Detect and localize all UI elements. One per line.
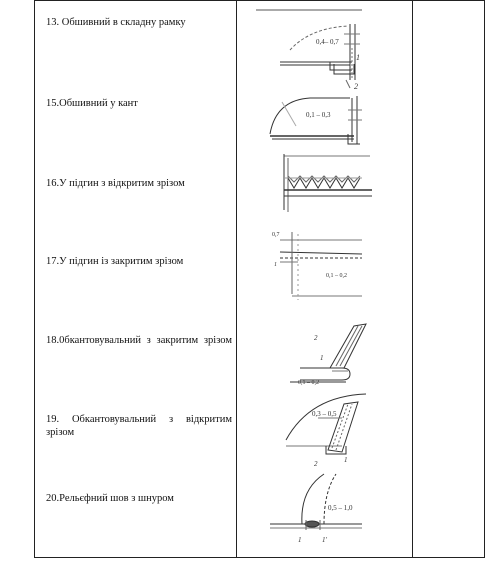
dim-text: 1 <box>344 456 348 464</box>
table-border-bottom <box>34 557 485 558</box>
seam-diagram-20: 0,5 – 1,0 1 1' <box>266 470 366 544</box>
column-divider-2 <box>412 0 413 558</box>
dim-text: 2 <box>314 334 318 342</box>
seam-label-16: 16.У підгин з відкритим зрізом <box>46 178 185 189</box>
table-border-right <box>484 0 485 558</box>
dim-text: 2 <box>314 460 318 468</box>
dim-text: 1 <box>298 536 302 544</box>
table-border-left <box>34 0 35 558</box>
dim-text: 0,1 – 0,2 <box>326 273 347 279</box>
table-border-top <box>34 0 485 1</box>
dim-text: 0,3 – 0,5 <box>312 410 337 418</box>
dim-text: 2 <box>354 82 358 91</box>
dim-text: 1 <box>274 262 277 268</box>
dim-text: 0,7 <box>272 232 280 238</box>
seam-diagram-17: 0,7 1 0,1 – 0,2 <box>272 232 370 306</box>
seam-label-15: 15.Обшивний у кант <box>46 98 138 109</box>
dim-text: 1 <box>356 53 360 62</box>
seam-label-19: 19. Обкантовувальний з відкритим зрізом <box>46 414 232 438</box>
seam-label-20: 20.Рельєфний шов з шнуром <box>46 493 174 504</box>
seam-diagram-16 <box>270 150 380 226</box>
column-divider-1 <box>236 0 237 558</box>
dim-text: 0,1 – 0,3 <box>306 111 331 119</box>
dim-text: 1' <box>322 536 328 544</box>
dim-text: 1 <box>320 354 324 362</box>
seam-diagram-13: 0,4– 0,7 1 2 <box>250 4 370 91</box>
seam-label-13: 13. Обшивний в складну рамку <box>46 17 186 28</box>
seam-diagram-18: 2 1 0,1 – 0,2 <box>280 318 376 386</box>
seam-diagram-19: 0,3 – 0,5 2 1 <box>280 390 376 468</box>
seam-label-17: 17.У підгин із закритим зрізом <box>46 256 184 267</box>
seam-label-18: 18.0бкантовувальний з закритим зрізом <box>46 335 232 346</box>
seam-diagram-15: 0,1 – 0,3 <box>262 92 372 150</box>
dim-text: 0,4– 0,7 <box>316 38 339 46</box>
dim-text: 0,1 – 0,2 <box>298 380 319 386</box>
dim-text: 0,5 – 1,0 <box>328 504 353 512</box>
